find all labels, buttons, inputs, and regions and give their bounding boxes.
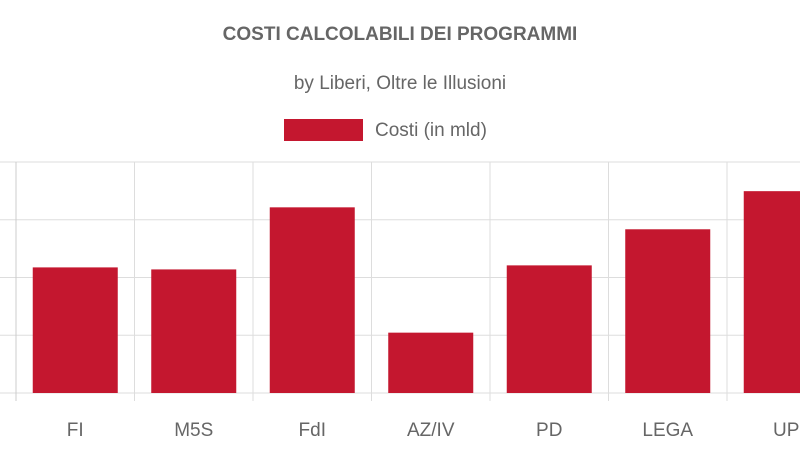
x-tick-label: M5S xyxy=(174,420,213,441)
legend-label: Costi (in mld) xyxy=(375,120,487,141)
bar xyxy=(625,229,711,393)
x-tick-label: LEGA xyxy=(642,420,693,441)
chart-title: COSTI CALCOLABILI DEI PROGRAMMI xyxy=(223,24,578,45)
bar xyxy=(32,267,118,393)
x-tick-label: FdI xyxy=(299,420,326,441)
legend-swatch xyxy=(284,119,363,141)
x-tick-label: AZ/IV xyxy=(407,420,455,441)
x-tick-label: PD xyxy=(536,420,562,441)
bar xyxy=(506,265,592,393)
x-tick-label: UP xyxy=(773,420,799,441)
bar xyxy=(151,269,237,393)
chart-subtitle: by Liberi, Oltre le Illusioni xyxy=(294,73,506,94)
x-tick-label: FI xyxy=(67,420,84,441)
bar xyxy=(269,207,355,393)
bar xyxy=(388,332,474,393)
bar xyxy=(743,191,800,393)
